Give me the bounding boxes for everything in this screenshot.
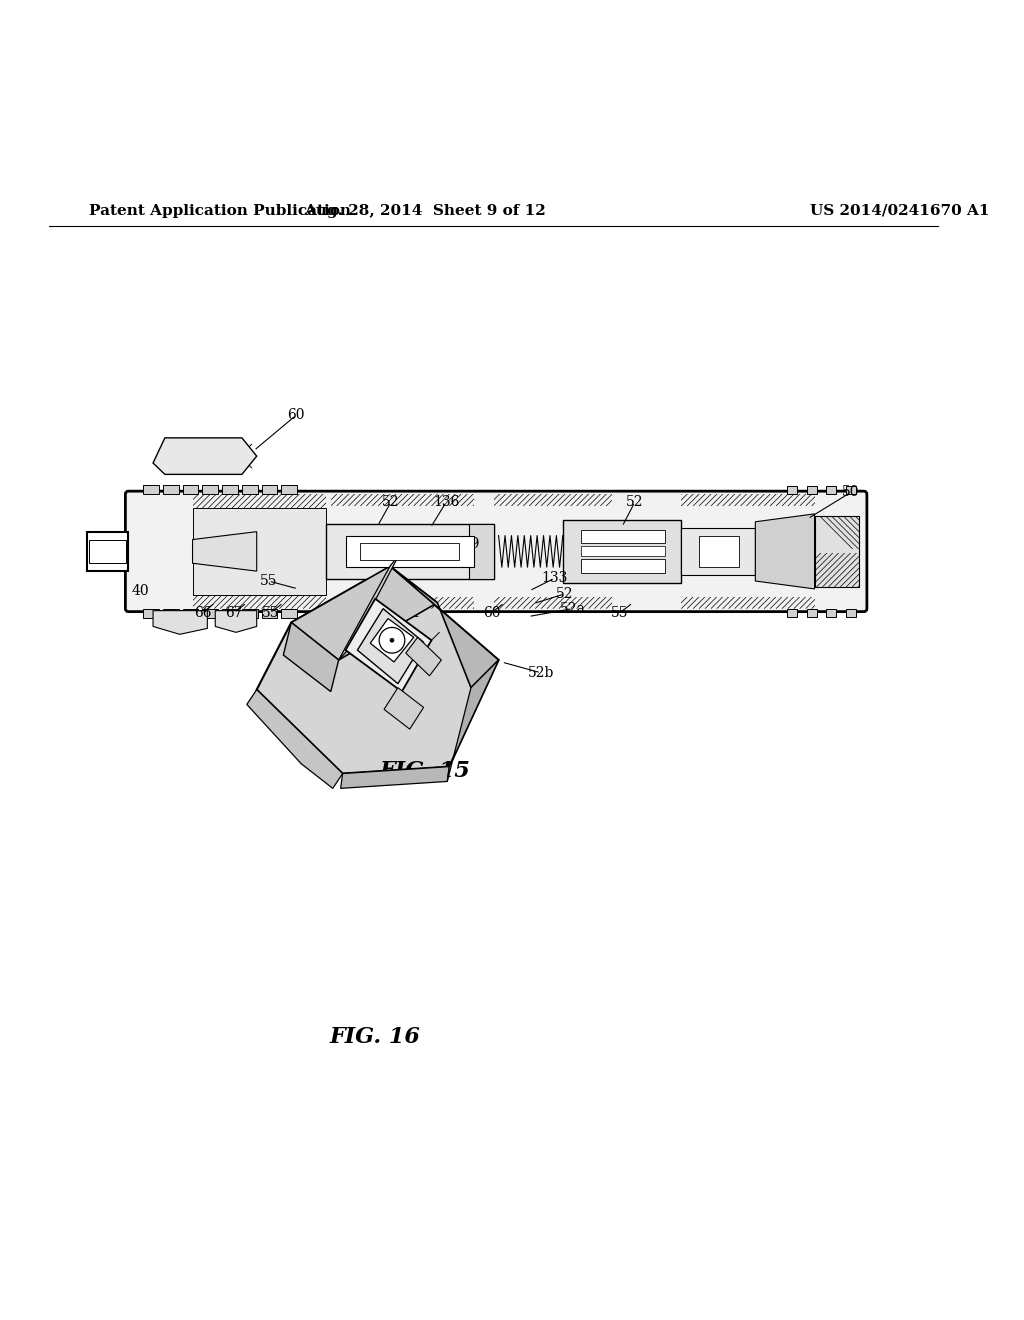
Text: 136: 136 [433, 495, 460, 510]
Polygon shape [282, 486, 297, 494]
Bar [699, 536, 738, 568]
Polygon shape [182, 486, 199, 494]
Polygon shape [203, 609, 218, 618]
Bar [681, 528, 756, 576]
Text: 150: 150 [338, 606, 365, 619]
Text: 55: 55 [611, 606, 629, 619]
Polygon shape [341, 767, 450, 788]
Polygon shape [182, 609, 199, 618]
Polygon shape [339, 553, 400, 660]
FancyBboxPatch shape [125, 491, 867, 611]
Bar [193, 494, 326, 508]
Bar [581, 529, 666, 544]
Text: 164: 164 [393, 606, 420, 619]
Polygon shape [262, 486, 278, 494]
Polygon shape [390, 566, 499, 688]
Text: 66: 66 [194, 606, 211, 619]
Bar [494, 494, 612, 506]
Polygon shape [807, 609, 816, 616]
Polygon shape [203, 486, 218, 494]
Polygon shape [284, 623, 339, 692]
Bar [681, 597, 814, 609]
Text: US 2014/0241670 A1: US 2014/0241670 A1 [810, 203, 989, 218]
Bar [360, 543, 459, 560]
Text: 55: 55 [260, 574, 278, 587]
Bar [681, 494, 814, 506]
Circle shape [390, 639, 394, 643]
Polygon shape [826, 486, 837, 494]
Polygon shape [143, 609, 159, 618]
Bar [345, 536, 474, 568]
Text: 52b: 52b [528, 665, 554, 680]
Bar [331, 494, 474, 506]
Polygon shape [215, 611, 257, 632]
Bar [581, 560, 666, 573]
Polygon shape [807, 486, 816, 494]
Polygon shape [163, 486, 179, 494]
Polygon shape [786, 609, 797, 616]
Text: 52: 52 [556, 587, 573, 601]
Polygon shape [247, 689, 343, 788]
Polygon shape [222, 486, 238, 494]
Text: 40: 40 [131, 583, 150, 598]
Bar [326, 524, 494, 579]
Bar [89, 540, 126, 564]
Bar [87, 532, 128, 572]
Polygon shape [846, 609, 856, 616]
Polygon shape [447, 660, 499, 781]
Polygon shape [406, 638, 441, 676]
Polygon shape [826, 609, 837, 616]
Text: 133: 133 [542, 572, 568, 585]
Polygon shape [371, 619, 414, 661]
Polygon shape [846, 486, 856, 494]
Polygon shape [384, 688, 424, 729]
Bar [193, 595, 326, 609]
Text: 55: 55 [262, 606, 280, 619]
Text: 139: 139 [453, 537, 479, 552]
Polygon shape [345, 599, 431, 692]
Polygon shape [143, 486, 159, 494]
Bar [581, 546, 666, 556]
Polygon shape [257, 566, 499, 774]
Circle shape [379, 627, 404, 653]
Polygon shape [242, 609, 258, 618]
Polygon shape [262, 609, 278, 618]
Polygon shape [193, 532, 257, 572]
Text: 52: 52 [626, 495, 644, 510]
Bar [814, 516, 859, 587]
Text: Patent Application Publication: Patent Application Publication [89, 203, 351, 218]
Text: FIG. 16: FIG. 16 [330, 1026, 421, 1048]
Polygon shape [786, 486, 797, 494]
Text: 52: 52 [382, 495, 399, 510]
Polygon shape [222, 609, 238, 618]
Polygon shape [291, 566, 437, 660]
Polygon shape [153, 611, 207, 635]
Text: 52a: 52a [560, 602, 586, 615]
Text: 67: 67 [225, 606, 243, 619]
Polygon shape [282, 609, 297, 618]
Bar [814, 553, 859, 587]
Polygon shape [242, 486, 258, 494]
Polygon shape [163, 609, 179, 618]
Polygon shape [357, 609, 424, 684]
Bar [469, 524, 494, 579]
Text: 60: 60 [288, 408, 305, 422]
Polygon shape [756, 513, 814, 589]
Bar [494, 597, 612, 609]
Text: 50: 50 [843, 486, 860, 499]
Polygon shape [193, 508, 326, 595]
Bar [814, 516, 859, 549]
Text: 60: 60 [483, 606, 501, 619]
Polygon shape [153, 438, 257, 474]
Text: FIG. 15: FIG. 15 [379, 759, 470, 781]
Bar [563, 520, 681, 583]
Bar [331, 597, 474, 609]
Text: Aug. 28, 2014  Sheet 9 of 12: Aug. 28, 2014 Sheet 9 of 12 [304, 203, 546, 218]
